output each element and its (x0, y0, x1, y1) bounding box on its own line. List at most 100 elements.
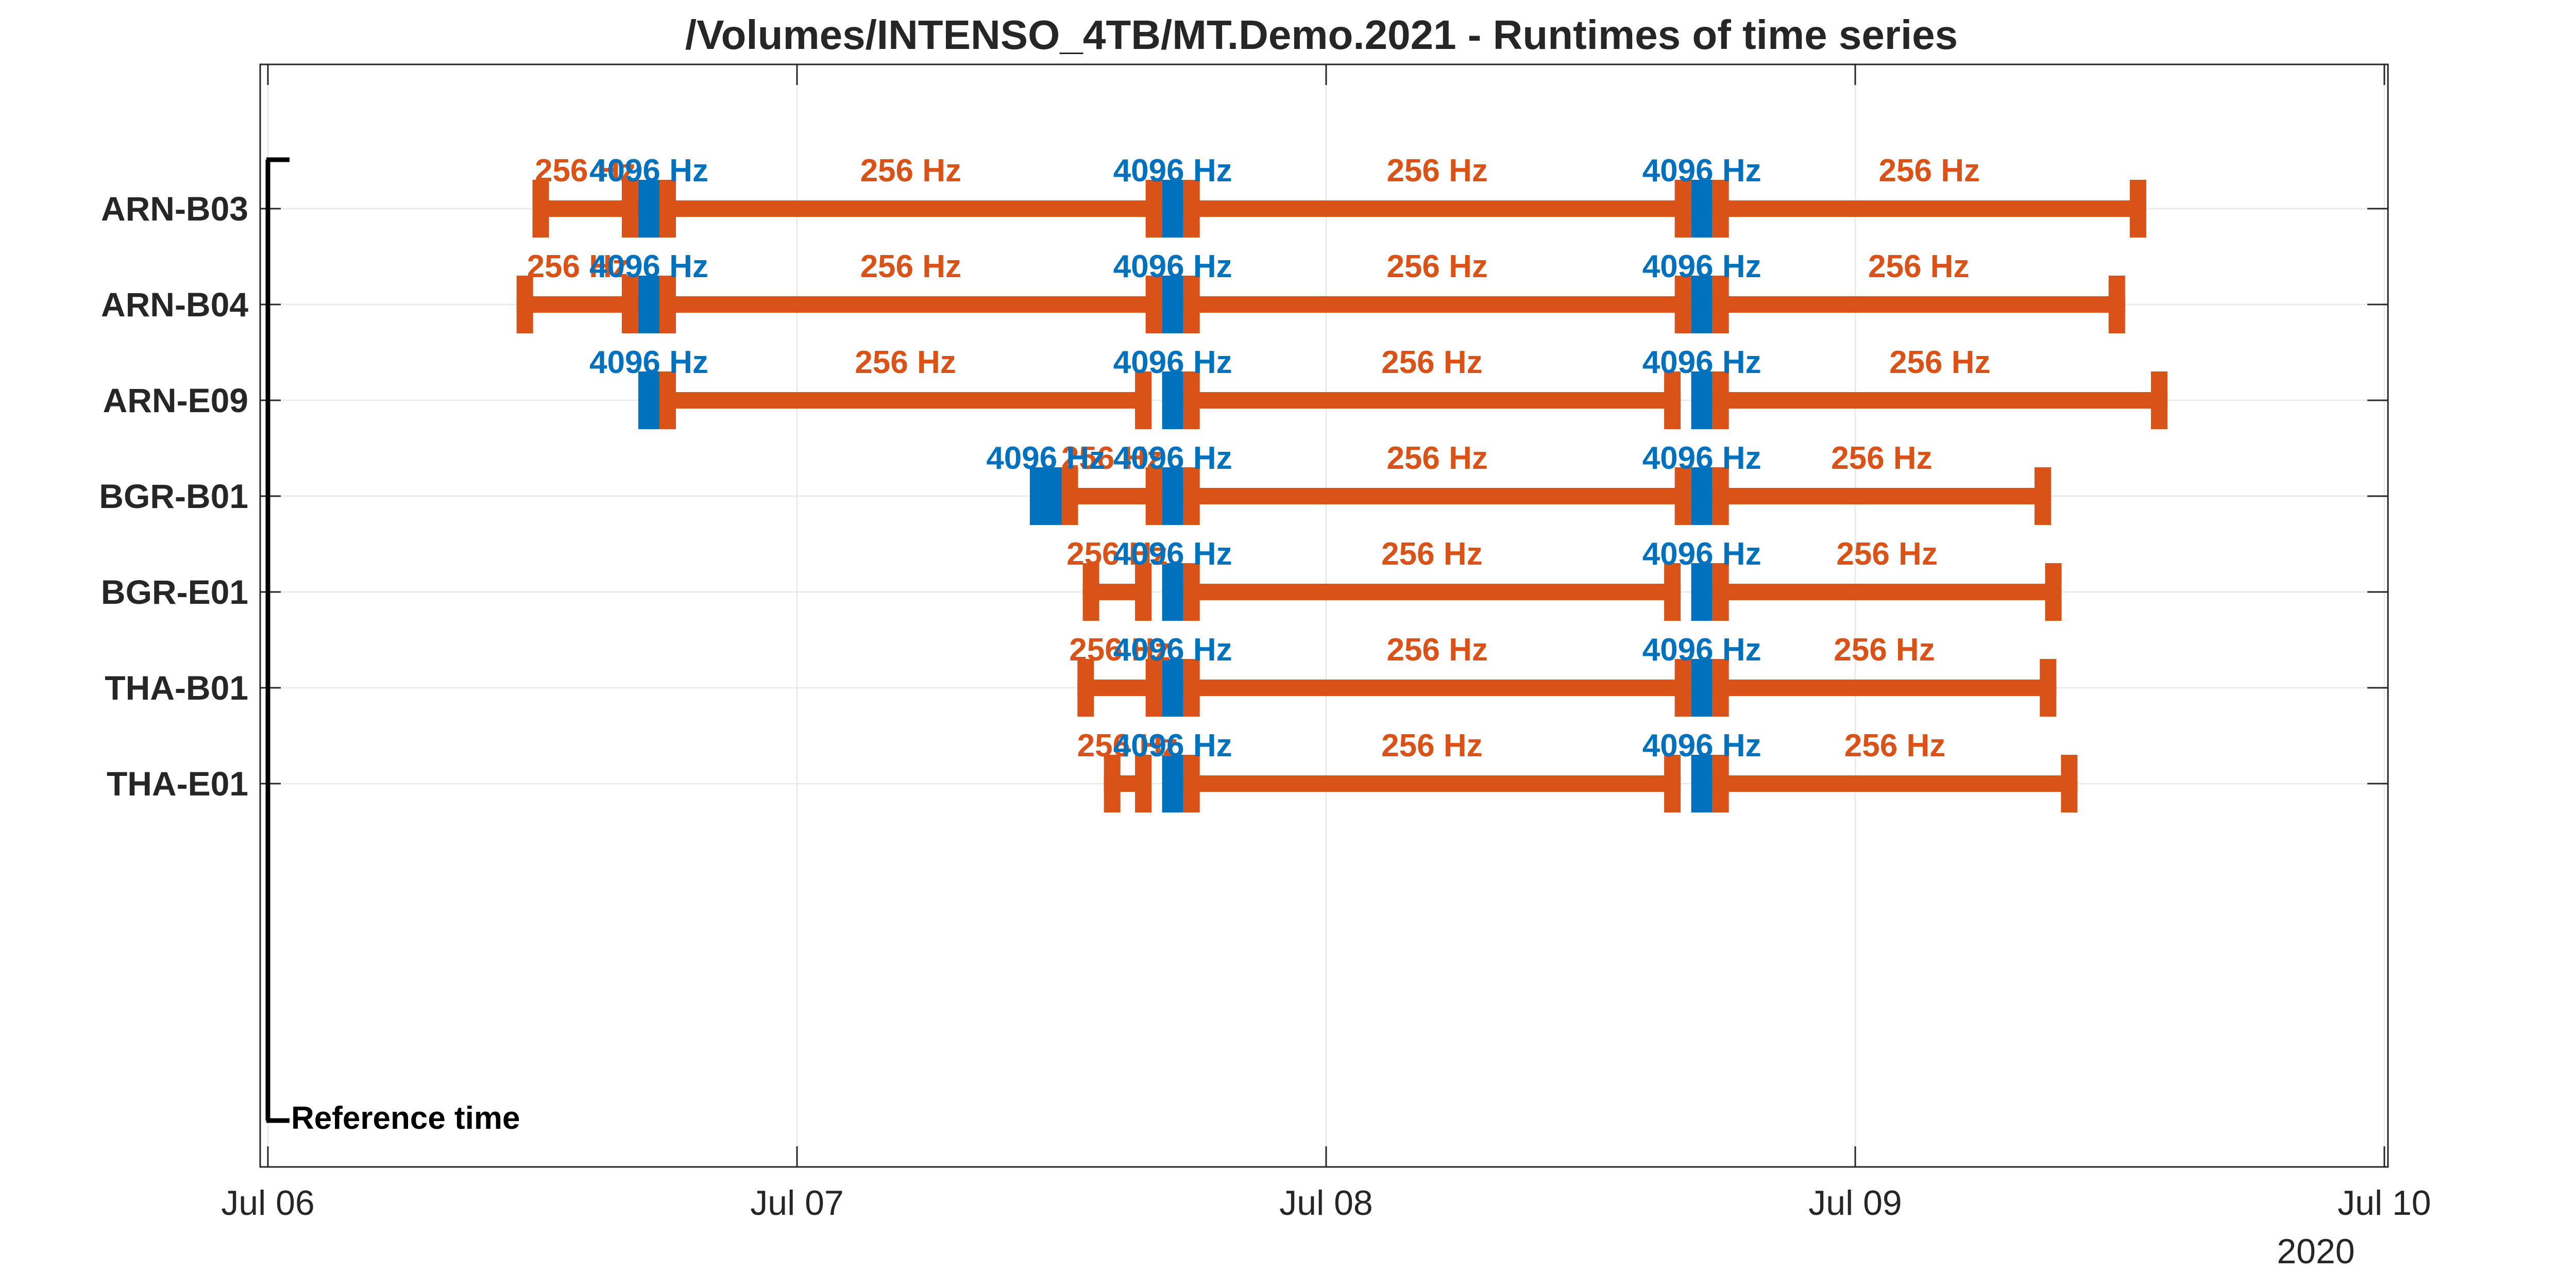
segment-end-cap (1145, 467, 1162, 525)
segment-256hz (1183, 296, 1691, 313)
segment-label-256hz: 256 Hz (1844, 728, 1945, 764)
segment-label-4096hz: 4096 Hz (1113, 728, 1232, 764)
segment-256hz (1183, 680, 1691, 696)
segment-start-cap (1082, 563, 1099, 621)
segment-label-256hz: 256 Hz (535, 153, 636, 189)
station-label: BGR-E01 (101, 573, 248, 611)
segment-256hz (1712, 680, 2057, 696)
segment-start-cap (532, 180, 549, 238)
station-label: BGR-B01 (99, 477, 248, 515)
segment-end-cap (1674, 659, 1691, 717)
segment-label-256hz: 256 Hz (1834, 632, 1935, 668)
segment-label-256hz: 256 Hz (1386, 153, 1487, 189)
segment-label-4096hz: 4096 Hz (1642, 249, 1761, 284)
segment-256hz (659, 392, 1152, 409)
segment-label-256hz: 256 Hz (1061, 440, 1162, 476)
segment-label-256hz: 256 Hz (860, 249, 961, 284)
segment-end-cap (1145, 659, 1162, 717)
segment-label-256hz: 256 Hz (860, 153, 961, 189)
segment-label-256hz: 256 Hz (1879, 153, 1980, 189)
segment-start-cap (1712, 180, 1729, 238)
segment-label-4096hz: 4096 Hz (589, 249, 708, 284)
segment-end-cap (1664, 371, 1681, 429)
segment-label-256hz: 256 Hz (1386, 440, 1487, 476)
segment-start-cap (1183, 467, 1200, 525)
segment-start-cap (1712, 755, 1729, 812)
station-labels: ARN-B03 ARN-B04 ARN-E09 BGR-B01 BGR-E01 THA-B… (99, 190, 248, 803)
segment-start-cap (1183, 276, 1200, 333)
segment-256hz (1712, 296, 2125, 313)
segment-start-cap (1712, 467, 1729, 525)
x-tick-label: Jul 07 (750, 1183, 843, 1223)
x-tick-label: Jul 06 (221, 1183, 314, 1223)
segment-label-256hz: 256 Hz (1386, 632, 1487, 668)
segment-4096hz (638, 180, 659, 238)
segment-label-4096hz: 4096 Hz (589, 153, 708, 189)
segment-4096hz (1691, 755, 1713, 812)
segment-label-4096hz: 4096 Hz (589, 345, 708, 380)
plot-area (259, 63, 2389, 1168)
segment-label-256hz: 256 Hz (1868, 249, 1969, 284)
segment-end-cap (1145, 276, 1162, 333)
segment-4096hz (1691, 659, 1713, 717)
segment-label-4096hz: 4096 Hz (1113, 632, 1232, 668)
segment-label-4096hz: 4096 Hz (1113, 249, 1232, 284)
segment-end-cap (2108, 276, 2125, 333)
segment-end-cap (1674, 276, 1691, 333)
segment-start-cap (1712, 563, 1729, 621)
segment-4096hz (1691, 276, 1713, 333)
segment-4096hz (638, 371, 659, 429)
segment-label-256hz: 256 Hz (1381, 345, 1482, 380)
segment-label-256hz: 256 Hz (855, 345, 956, 380)
segment-label-256hz: 256 Hz (1381, 536, 1482, 572)
x-tick-label: Jul 10 (2337, 1183, 2431, 1223)
segment-256hz (1183, 392, 1681, 409)
segment-end-cap (621, 276, 638, 333)
segment-end-cap (1135, 371, 1152, 429)
segment-256hz (1712, 200, 2146, 217)
segment-label-256hz: 256 Hz (527, 249, 628, 284)
segment-start-cap (659, 371, 676, 429)
segment-label-4096hz: 4096 Hz (1113, 440, 1232, 476)
segment-end-cap (1135, 755, 1152, 812)
segment-end-cap (2034, 467, 2051, 525)
segment-4096hz (1162, 276, 1183, 333)
x-ticks (267, 64, 2385, 1167)
segment-256hz (1183, 488, 1691, 504)
segment-256hz (1712, 584, 2062, 600)
reference-time-label: Reference time (291, 1100, 520, 1136)
segment-256hz (516, 296, 638, 313)
x-tick-label: Jul 08 (1279, 1183, 1372, 1223)
segment-256hz (1712, 488, 2051, 504)
station-label: THA-B01 (105, 669, 248, 707)
segment-end-cap (1674, 467, 1691, 525)
segment-4096hz (1029, 467, 1062, 525)
segment-start-cap (659, 180, 676, 238)
segment-4096hz (1691, 563, 1713, 621)
segment-start-cap (1712, 276, 1729, 333)
segment-256hz (1712, 775, 2078, 792)
chart-title: /Volumes/INTENSO_4TB/MT.Demo.2021 - Runt… (685, 12, 1958, 58)
segment-end-cap (2040, 659, 2057, 717)
segment-start-cap (1183, 755, 1200, 812)
segment-label-256hz: 256 Hz (1831, 440, 1932, 476)
station-label: ARN-B04 (101, 285, 248, 324)
segment-label-256hz: 256 Hz (1077, 728, 1178, 764)
segment-256hz (1183, 584, 1681, 600)
reference-marker: Reference time (265, 157, 520, 1136)
segment-start-cap (1183, 563, 1200, 621)
segment-4096hz (1162, 467, 1183, 525)
year-label: 2020 (2277, 1232, 2354, 1271)
x-tick-label: Jul 09 (1808, 1183, 1902, 1223)
segment-label-4096hz: 4096 Hz (1642, 153, 1761, 189)
segment-label-256hz: 256 Hz (1381, 728, 1482, 764)
segment-label-256hz: 256 Hz (1889, 345, 1990, 380)
segment-label-4096hz: 4096 Hz (1113, 536, 1232, 572)
segment-4096hz (1691, 371, 1713, 429)
segment-end-cap (2045, 563, 2062, 621)
segment-start-cap (1183, 371, 1200, 429)
segment-start-cap (659, 276, 676, 333)
segment-end-cap (2129, 180, 2146, 238)
segment-256hz (1712, 392, 2167, 409)
